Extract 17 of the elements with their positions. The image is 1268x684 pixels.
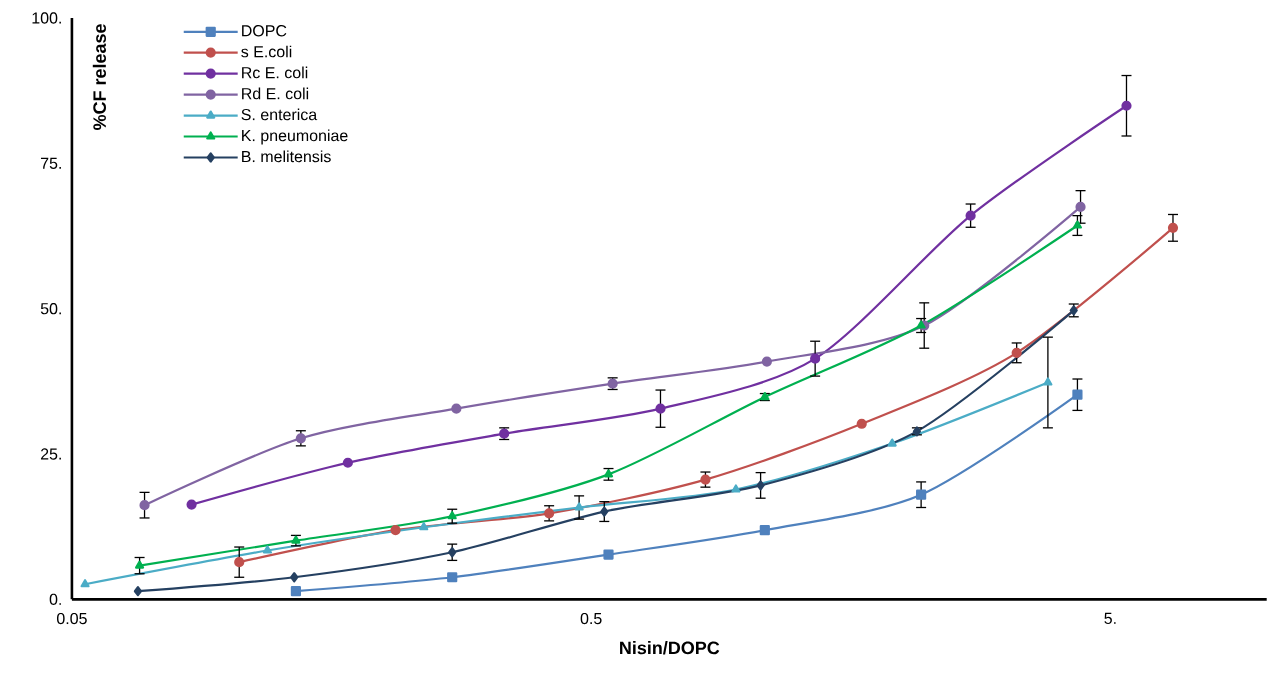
x-tick-label: 5. (1104, 612, 1116, 624)
y-tick-label: 75. (41, 157, 61, 169)
x-tick-label: 0.05 (57, 612, 87, 625)
y-tick-label: 100. (32, 12, 61, 24)
y-tick-label: 50. (40, 302, 61, 315)
x-axis-title: Nisin/DOPC (620, 640, 720, 655)
legend-label: Rd E. coli (242, 87, 309, 100)
legend-label: B. melitensis (242, 150, 331, 163)
legend-label: Rc E. coli (242, 66, 308, 79)
y-tick-label: 0. (49, 593, 61, 605)
legend-label: K. pneumoniae (242, 129, 348, 145)
legend-label: s E.coli (241, 45, 292, 58)
x-tick-label: 0.5 (580, 612, 602, 625)
y-axis-title: %CF release (92, 24, 106, 130)
y-tick-label: 25. (40, 448, 61, 460)
legend-label: DOPC (242, 24, 287, 37)
legend-label: S. enterica (241, 108, 318, 121)
